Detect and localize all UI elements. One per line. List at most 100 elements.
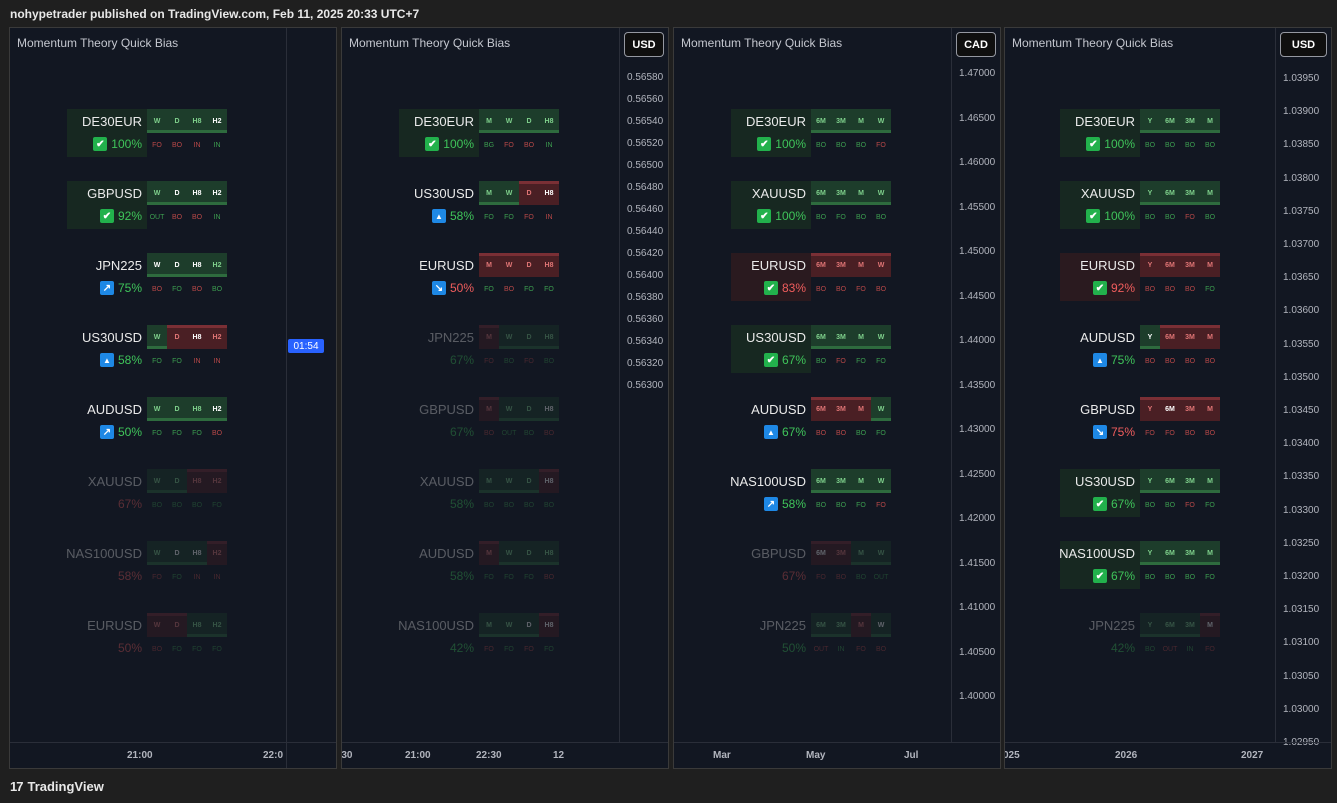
bias-card-eurusd[interactable]: EURUSD ↘ 50% M FO W BO D FO H8 FO (399, 253, 560, 301)
bias-stripe (831, 397, 851, 400)
bias-card-de30eur[interactable]: DE30EUR ✔ 100% W FO D BO H8 IN H2 IN (67, 109, 228, 157)
status-cell: BO (1144, 357, 1156, 365)
chart-panel-2[interactable]: Momentum Theory Quick Bias USD 0.56580 0.56… (341, 27, 669, 769)
bias-card-audusd[interactable]: AUDUSD 58% M FO W FO D FO H8 BO (399, 541, 560, 589)
price-tick: 1.46000 (959, 157, 996, 168)
bias-card-xauusd[interactable]: XAUUSD 58% M BO W BO D BO H8 BO (399, 469, 560, 517)
timeframe-grid: M FO W BO D FO H8 BO (479, 325, 560, 373)
status-cell: FO (152, 429, 162, 437)
bias-card-nas100usd[interactable]: NAS100USD 58% W FO D FO H8 IN H2 IN (66, 541, 228, 589)
bias-card-eurusd[interactable]: EURUSD ✔ 92% Y BO 6M BO 3M BO M FO (1060, 253, 1221, 301)
timeframe-cell: 6M (1160, 253, 1180, 277)
status-cell: FO (504, 213, 514, 221)
bias-card-eurusd[interactable]: EURUSD 50% W BO D FO H8 FO H2 FO (67, 613, 228, 661)
bias-stripe (167, 202, 187, 205)
bias-stripe (1200, 130, 1220, 133)
timeframe-cell: 3M (831, 325, 851, 349)
status-cell: BO (1144, 213, 1156, 221)
bias-card-xauusd[interactable]: XAUUSD ✔ 100% Y BO 6M BO 3M FO M BO (1060, 181, 1221, 229)
status-cell: FO (152, 357, 162, 365)
bias-card-jpn225[interactable]: JPN225 42% Y BO 6M OUT 3M IN M FO (1060, 613, 1221, 661)
bias-card-us30usd[interactable]: US30USD ▲ 58% M FO W FO D FO H8 IN (399, 181, 560, 229)
bias-stripe (167, 613, 187, 616)
status-cell: IN (213, 141, 221, 149)
bias-card-gbpusd[interactable]: GBPUSD ↘ 75% Y FO 6M FO 3M BO M BO (1060, 397, 1221, 445)
symbol-label: DE30EUR (82, 114, 142, 129)
currency-button[interactable]: CAD (956, 32, 996, 57)
timeframe-cell: Y (1140, 253, 1160, 277)
indicator-title[interactable]: Momentum Theory Quick Bias (349, 36, 511, 50)
bias-card-audusd[interactable]: AUDUSD ▲ 75% Y BO 6M BO 3M BO M BO (1060, 325, 1221, 373)
bias-stripe (147, 202, 167, 205)
currency-button[interactable]: USD (624, 32, 664, 57)
status-cell: OUT (873, 573, 889, 581)
status-cell: BO (875, 285, 887, 293)
chart-panel-4[interactable]: Momentum Theory Quick Bias USD 1.03950 1.03… (1004, 27, 1332, 769)
bias-card-nas100usd[interactable]: NAS100USD ✔ 67% Y BO 6M BO 3M BO M FO (1059, 541, 1221, 589)
timeframe-cell: M (851, 181, 871, 205)
price-axis[interactable]: USD 0.56580 0.56560 0.56540 0.56520 0.56500 0.… (619, 28, 668, 742)
bias-percentage: 58% (118, 569, 142, 583)
bias-stripe (871, 418, 891, 421)
time-axis[interactable]: :30 21:00 22:30 12 (342, 742, 668, 768)
bias-stripe (147, 346, 167, 349)
status-cell: BO (543, 573, 555, 581)
bias-stripe (539, 130, 559, 133)
bias-card-gbpusd[interactable]: GBPUSD ✔ 92% W OUT D BO H8 BO H2 IN (67, 181, 228, 229)
timeframe-cell: H2 (207, 325, 227, 349)
timeframe-cell: W (147, 397, 167, 421)
price-axis[interactable]: USD 1.03950 1.03900 1.03850 1.03800 1.03750 1.… (1275, 28, 1331, 748)
timeframe-cell: M (851, 541, 871, 565)
bias-stripe (207, 325, 227, 328)
bias-card-nas100usd[interactable]: NAS100USD 42% M FO W FO D FO H8 FO (398, 613, 560, 661)
time-axis[interactable]: 025 2026 2027 (1005, 742, 1331, 768)
bias-card-de30eur[interactable]: DE30EUR ✔ 100% M BG W FO D BO H8 IN (399, 109, 560, 157)
bias-card-audusd[interactable]: AUDUSD ▲ 67% 6M BO 3M BO M BO W FO (731, 397, 892, 445)
bias-card-jpn225[interactable]: JPN225 50% 6M OUT 3M IN M FO W BO (731, 613, 892, 661)
bias-card-jpn225[interactable]: JPN225 ↗ 75% W BO D FO H8 BO H2 BO (67, 253, 228, 301)
bias-stripe (851, 613, 871, 616)
bias-card-us30usd[interactable]: US30USD ✔ 67% Y BO 6M BO 3M FO M FO (1060, 469, 1221, 517)
bias-card-de30eur[interactable]: DE30EUR ✔ 100% Y BO 6M BO 3M BO M BO (1060, 109, 1221, 157)
timeframe-grid: W FO D FO H8 IN H2 IN (147, 325, 228, 373)
timeframe-grid: 6M FO 3M BO M BO W OUT (811, 541, 892, 589)
bias-percentage: ▲ 67% (763, 425, 806, 439)
bias-stripe (147, 490, 167, 493)
bias-stripe (871, 562, 891, 565)
timeframe-cell: H8 (539, 397, 559, 421)
bias-card-us30usd[interactable]: US30USD ▲ 58% W FO D FO H8 IN H2 IN (67, 325, 228, 373)
footer-brand[interactable]: 17 TradingView (10, 778, 104, 794)
indicator-title[interactable]: Momentum Theory Quick Bias (681, 36, 843, 50)
bias-card-audusd[interactable]: AUDUSD ↗ 50% W FO D FO H8 FO H2 BO (67, 397, 228, 445)
time-axis[interactable]: Mar May Jul (674, 742, 1000, 768)
chart-panel-3[interactable]: Momentum Theory Quick Bias CAD 1.47000 1.46… (673, 27, 1001, 769)
bias-card-de30eur[interactable]: DE30EUR ✔ 100% 6M BO 3M BO M BO W FO (731, 109, 892, 157)
bias-stripe (1160, 325, 1180, 328)
bias-stripe (539, 418, 559, 421)
timeframe-cell: Y (1140, 325, 1160, 349)
bias-card-jpn225[interactable]: JPN225 67% M FO W BO D FO H8 BO (399, 325, 560, 373)
tradingview-logo-icon: 17 (10, 778, 24, 794)
bias-card-xauusd[interactable]: XAUUSD 67% W BO D BO H8 BO H2 FO (67, 469, 228, 517)
bias-card-gbpusd[interactable]: GBPUSD 67% 6M FO 3M BO M BO W OUT (731, 541, 892, 589)
status-cell: BO (875, 645, 887, 653)
timeframe-grid: 6M BO 3M BO M BO W FO (811, 109, 892, 157)
percentage-value: 50% (117, 641, 142, 655)
indicator-title[interactable]: Momentum Theory Quick Bias (1012, 36, 1174, 50)
currency-button[interactable]: USD (1280, 32, 1327, 57)
bias-card-eurusd[interactable]: EURUSD ✔ 83% 6M BO 3M BO M FO W BO (731, 253, 892, 301)
price-tick: 1.03900 (1283, 106, 1320, 118)
bias-card-gbpusd[interactable]: GBPUSD 67% M BO W OUT D BO H8 BO (399, 397, 560, 445)
timeframe-cell: M (1200, 613, 1220, 637)
chart-panel-1[interactable]: Momentum Theory Quick Bias 21:00 22:0 01:54… (9, 27, 337, 769)
bias-stripe (871, 202, 891, 205)
price-axis[interactable]: CAD 1.47000 1.46500 1.46000 1.45500 1.45000 1.… (951, 28, 1000, 742)
time-axis[interactable]: 21:00 22:0 (10, 742, 336, 768)
price-tick: 1.03850 (1283, 139, 1320, 151)
bias-card-xauusd[interactable]: XAUUSD ✔ 100% 6M BO 3M FO M BO W BO (731, 181, 892, 229)
indicator-title[interactable]: Momentum Theory Quick Bias (17, 36, 179, 50)
status-cell: BO (523, 501, 535, 509)
status-cell: BO (1184, 285, 1196, 293)
bias-card-us30usd[interactable]: US30USD ✔ 67% 6M BO 3M FO M FO W FO (731, 325, 892, 373)
bias-card-nas100usd[interactable]: NAS100USD ↗ 58% 6M BO 3M BO M FO W FO (730, 469, 892, 517)
